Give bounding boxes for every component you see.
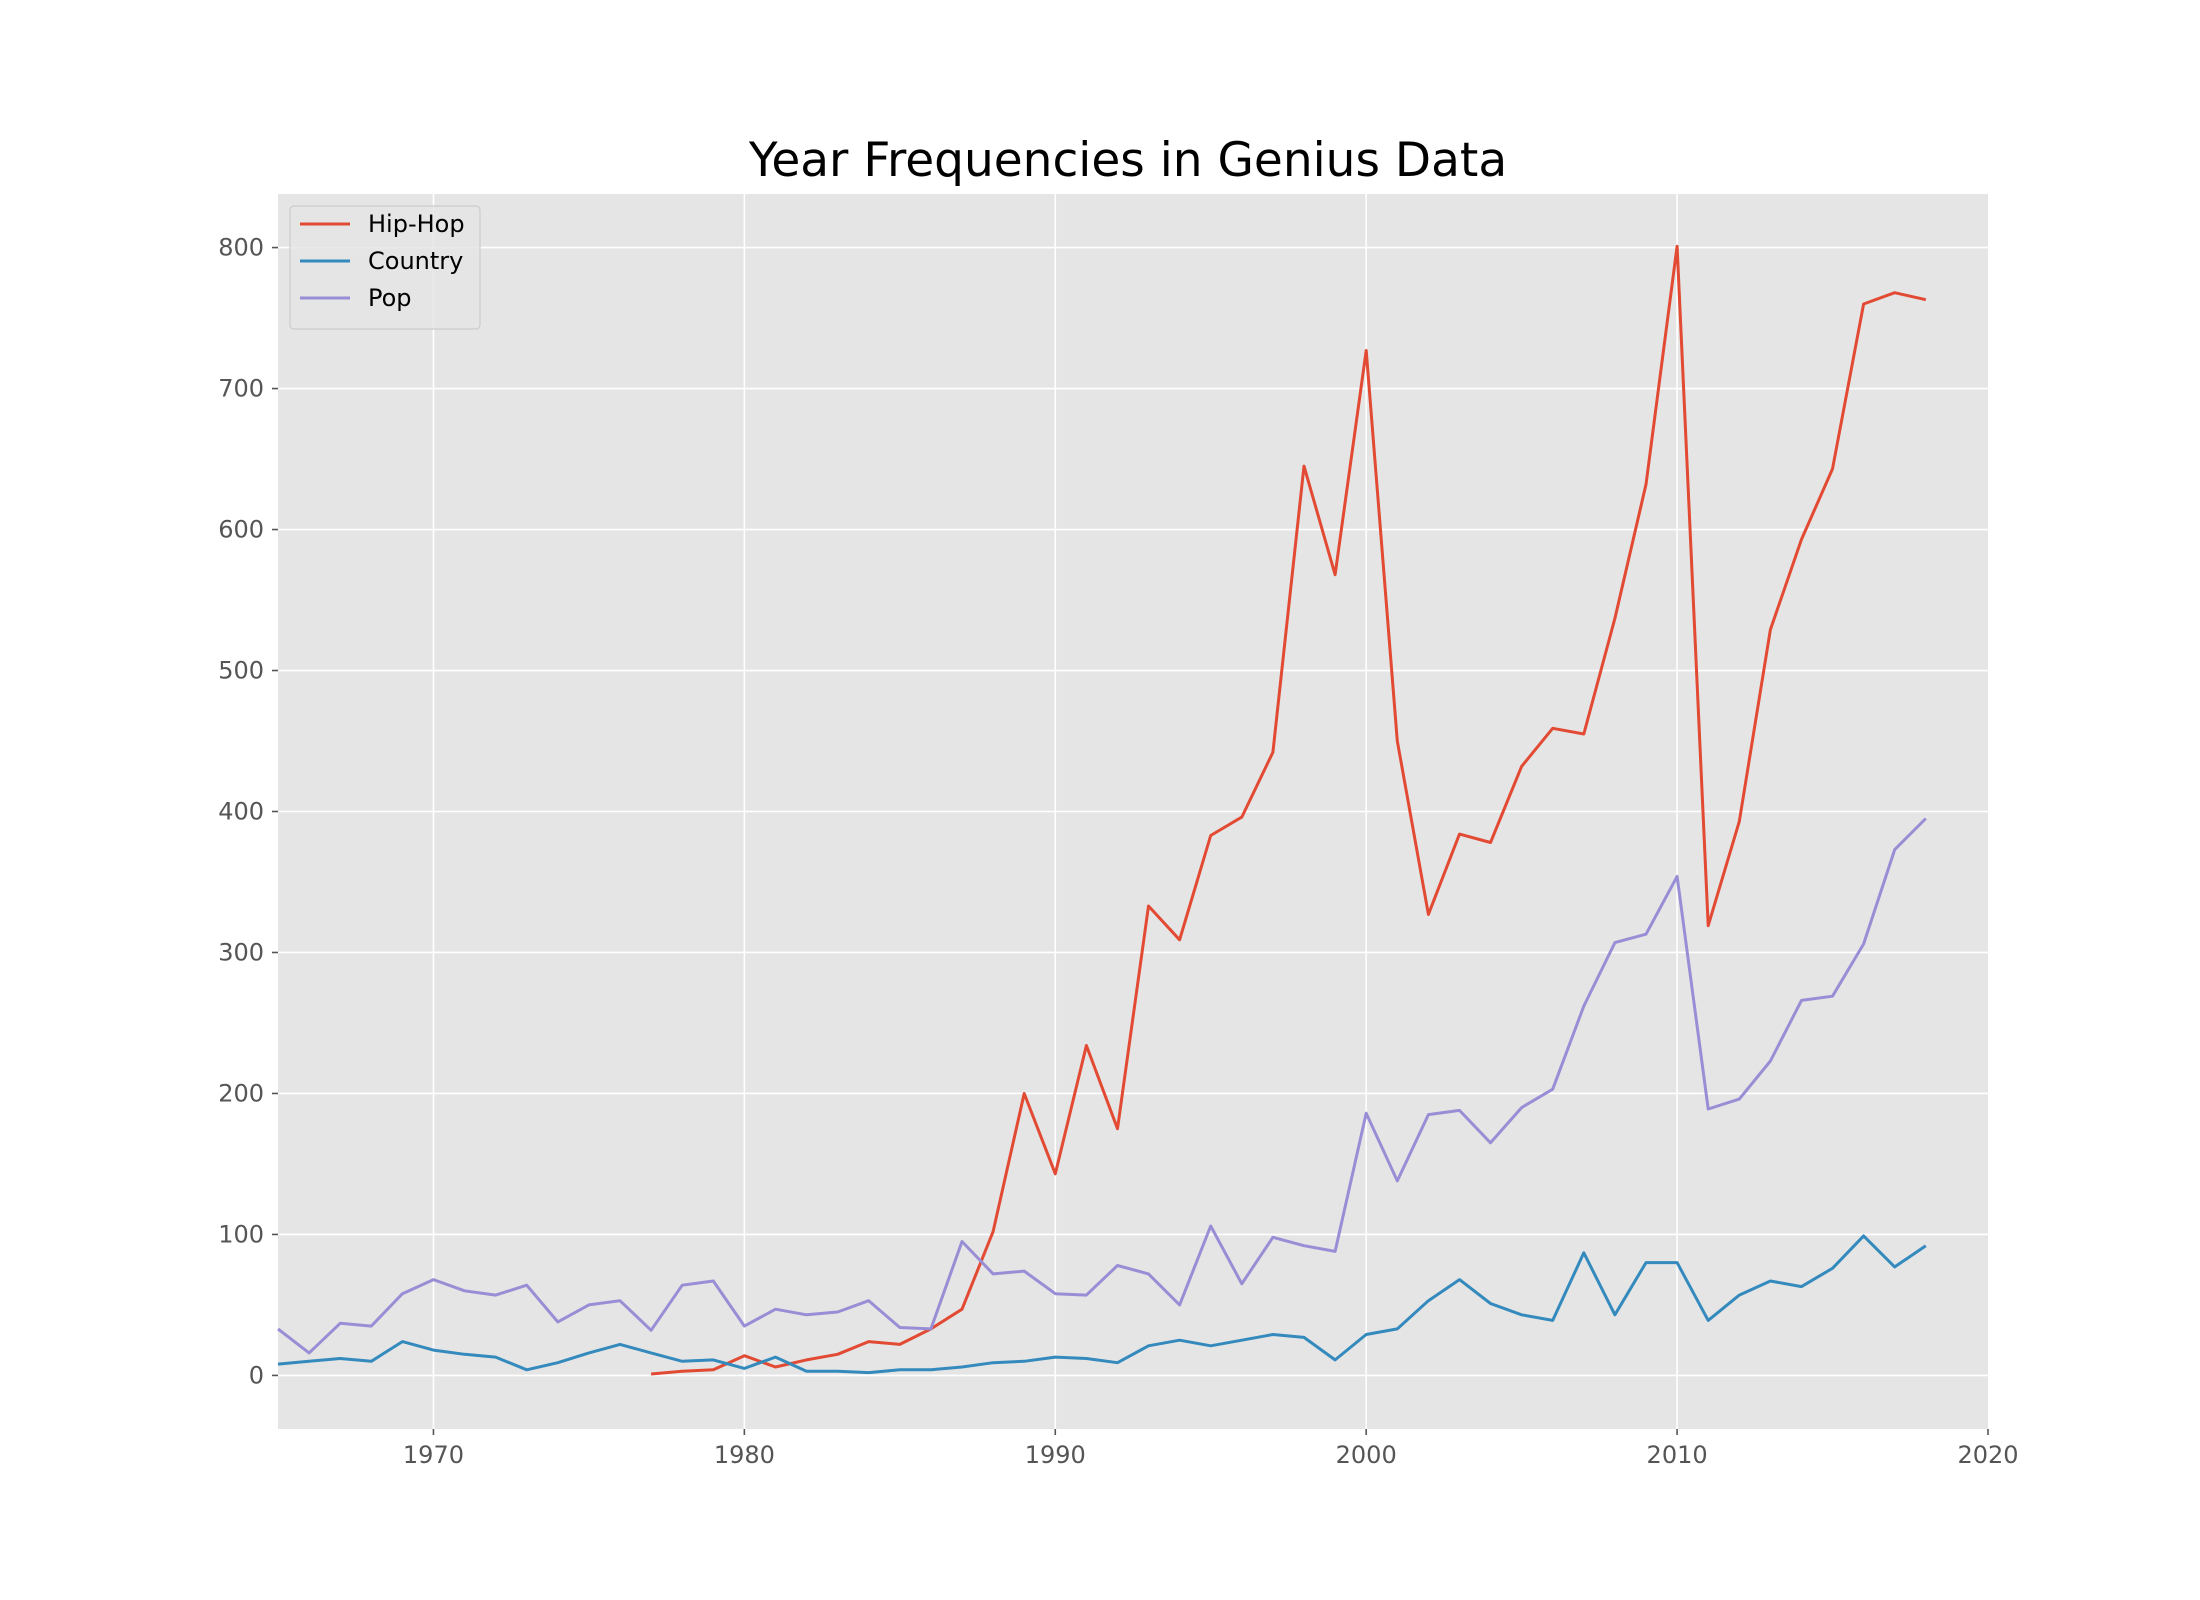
x-tick-label: 1980 [714, 1441, 775, 1469]
y-axis: 0 100 200 300 400 500 600 700 800 [218, 234, 278, 1389]
y-tick-label: 300 [218, 938, 264, 966]
series-line-pop [277, 817, 1927, 1355]
legend-label: Hip-Hop [368, 210, 465, 238]
chart-title: Year Frequencies in Genius Data [748, 133, 1507, 188]
series-layer [277, 244, 1927, 1376]
x-tick-label: 1970 [403, 1441, 464, 1469]
legend-label: Pop [368, 284, 412, 312]
y-tick-label: 0 [249, 1361, 264, 1389]
x-tick-label: 1990 [1025, 1441, 1086, 1469]
legend-label: Country [368, 247, 463, 275]
x-tick-label: 2000 [1336, 1441, 1397, 1469]
x-axis: 1970 1980 1990 2000 2010 2020 [403, 1429, 2019, 1469]
x-tick-label: 2010 [1647, 1441, 1708, 1469]
y-tick-label: 700 [218, 375, 264, 403]
series-line-country [277, 1234, 1927, 1375]
series-line-hip-hop [650, 244, 1927, 1376]
y-tick-label: 600 [218, 516, 264, 544]
y-tick-label: 800 [218, 234, 264, 262]
legend: Hip-Hop Country Pop [289, 205, 481, 330]
y-tick-label: 400 [218, 798, 264, 826]
y-tick-label: 500 [218, 657, 264, 685]
y-tick-label: 100 [218, 1220, 264, 1248]
x-tick-label: 2020 [1957, 1441, 2018, 1469]
y-tick-label: 200 [218, 1079, 264, 1107]
